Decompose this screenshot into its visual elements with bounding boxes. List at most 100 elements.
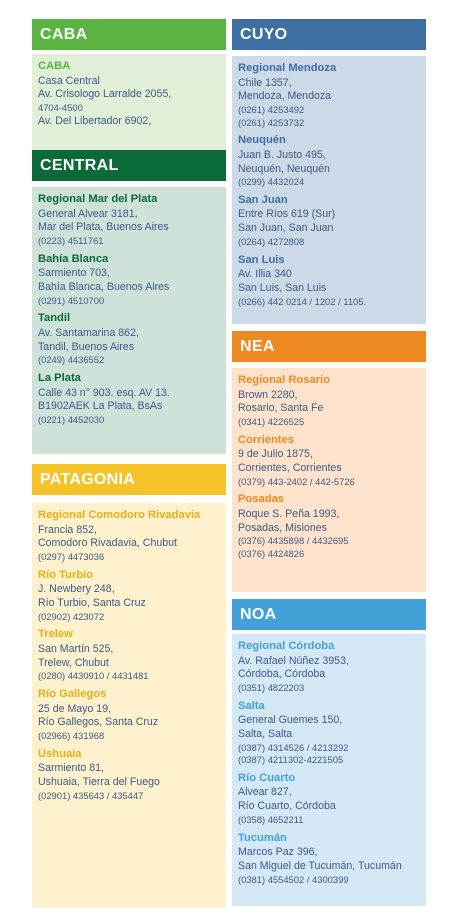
phone-number: (0249) 4436552 <box>38 354 105 366</box>
address-line: Ushuaia, Tierra del Fuego <box>38 776 160 789</box>
office-entry: La Plata Calle 43 n° 903. esq. AV 13. B190… <box>38 372 220 427</box>
section-header-patagonia: PATAGONIA <box>32 464 226 495</box>
section-noa: NOA Regional Córdoba Av. Rafael Núñez 395… <box>232 599 426 906</box>
office-entry: Salta General Guemes 150, Salta, Salta (038… <box>238 700 420 767</box>
address-line: General Alvear 3181, <box>38 207 138 220</box>
office-entry: Regional Mar del Plata General Alvear 318… <box>38 193 220 248</box>
address-line: Córdoba, Córdoba <box>238 668 326 681</box>
address-line: Av. Illia 340 <box>238 268 292 281</box>
section-body-cuyo: Regional Mendoza Chile 1357, Mendoza, Mend… <box>232 56 426 324</box>
address-line: Av. Del Libertador 6902, <box>38 114 152 127</box>
address-line: Corrientes, Corrientes <box>238 461 342 474</box>
phone-number: (0376) 4435898 / 4432695 <box>238 535 349 547</box>
office-entry: Ushuaia Sarmiento 81, Ushuaia, Tierra del … <box>38 748 220 803</box>
address-line: Rosario, Santa Fe <box>238 402 324 415</box>
office-name: Corrientes <box>238 433 294 446</box>
section-cuyo: CUYO Regional Mendoza Chile 1357, Mendoza,… <box>232 19 426 324</box>
phone-number: (0358) 4652211 <box>238 814 304 826</box>
office-entry: Río Gallegos 25 de Mayo 19, Río Gallegos, … <box>38 688 220 743</box>
phone-number: 4704-4500 <box>38 102 83 114</box>
section-header-noa: NOA <box>232 599 426 630</box>
office-name: Río Turbio <box>38 568 94 581</box>
address-line: Río Cuarto, Córdoba <box>238 800 336 813</box>
address-line: Brown 2280, <box>238 388 298 401</box>
address-line: Mendoza, Mendoza <box>238 90 332 103</box>
section-header-cuyo: CUYO <box>232 19 426 50</box>
office-entry: Regional Córdoba Av. Rafael Núñez 3953, Có… <box>238 640 420 695</box>
address-line: San Martín 525, <box>38 642 114 655</box>
section-header-nea: NEA <box>232 331 426 362</box>
address-line: Roque S. Peña 1993, <box>238 507 340 520</box>
address-line: Entre Ríos 619 (Sur) <box>238 208 336 221</box>
section-header-caba: CABA <box>32 19 226 50</box>
phone-number: (0379) 443-2402 / 442-5726 <box>238 475 355 487</box>
section-central: CENTRAL Regional Mar del Plata General Al… <box>32 150 226 454</box>
office-entry: Trelew San Martín 525, Trelew, Chubut (0280… <box>38 628 220 683</box>
phone-number: (0223) 4511761 <box>38 235 104 247</box>
address-line: Mar del Plata, Buenos Aires <box>38 221 169 234</box>
office-entry: Corrientes 9 de Julio 1875, Corrientes, Co… <box>238 434 420 489</box>
office-entry: Regional Rosario Brown 2280, Rosario, Sant… <box>238 374 420 429</box>
address-line: Río Turbio, Santa Cruz <box>38 596 146 609</box>
phone-number: (0381) 4554502 / 4300399 <box>238 873 349 885</box>
office-name: Tandil <box>38 312 71 325</box>
office-entry: Posadas Roque S. Peña 1993, Posadas, Misio… <box>238 493 420 560</box>
section-body-caba: CABA Casa Central Av. Crisologo Larralde 2… <box>32 54 226 169</box>
office-entry: Río Turbio J. Newbery 248, Río Turbio, San… <box>38 569 220 624</box>
office-name: Regional Mendoza <box>238 62 337 74</box>
office-name: Ushuaia <box>38 747 82 760</box>
section-caba: CABA CABA Casa Central Av. Crisologo Larra… <box>32 19 226 169</box>
phone-number: (0261) 4253732 <box>238 116 305 128</box>
address-line: San Juan, San Juan <box>238 222 334 235</box>
office-name: Regional Rosario <box>238 374 331 386</box>
address-line: Francia 852, <box>38 523 97 536</box>
office-name: Regional Comodoro Rivadavia <box>38 509 201 521</box>
section-header-central: CENTRAL <box>32 150 226 181</box>
office-entry: Tucumán Marcos Paz 396, San Miguel de Tucu… <box>238 832 420 887</box>
address-line: Trelew, Chubut <box>38 656 109 669</box>
office-name: La Plata <box>38 372 81 385</box>
office-name: San Luis <box>238 253 285 266</box>
office-name: Bahía Blanca <box>38 252 109 265</box>
address-line: 25 de Mayo 19, <box>38 702 112 715</box>
phone-number: (0261) 4253492 <box>238 104 305 116</box>
phone-number: (0291) 4510700 <box>38 294 105 306</box>
address-line: Sarmiento 703, <box>38 267 110 280</box>
phone-number: (0387) 4211302-4221505 <box>238 754 344 766</box>
phone-number: (0341) 4226525 <box>238 416 305 428</box>
office-name: Neuquén <box>238 134 286 147</box>
phone-number: (0221) 4452030 <box>38 414 105 426</box>
address-line: San Luis, San Luis <box>238 281 327 294</box>
address-line: Comodoro Rivadavia, Chubut <box>38 537 177 550</box>
office-entry: Regional Comodoro Rivadavia Francia 852, C… <box>38 509 220 564</box>
address-line: General Guemes 150, <box>238 714 343 727</box>
address-line: Av. Rafael Núñez 3953, <box>238 654 349 667</box>
office-name: Regional Córdoba <box>238 640 335 652</box>
office-name: Río Cuarto <box>238 771 296 784</box>
section-nea: NEA Regional Rosario Brown 2280, Rosario, … <box>232 331 426 592</box>
phone-number: (02901) 435643 / 435447 <box>38 789 144 801</box>
address-line: Bahía Blanca, Buenos Aires <box>38 280 170 293</box>
office-entry: CABA Casa Central Av. Crisologo Larralde 2… <box>38 60 220 128</box>
address-line: Av. Santamarina 862, <box>38 326 139 339</box>
office-name: Regional Mar del Plata <box>38 193 158 205</box>
address-line: Juan B. Justo 495, <box>238 148 326 161</box>
address-line: Neuquén, Neuquén <box>238 162 330 175</box>
section-body-nea: Regional Rosario Brown 2280, Rosario, Sant… <box>232 368 426 592</box>
address-line: Río Gallegos, Santa Cruz <box>38 716 159 729</box>
address-line: Tandil, Buenos Aires <box>38 340 134 353</box>
phone-number: (0264) 4272808 <box>238 236 305 248</box>
office-name: Salta <box>238 699 265 712</box>
phone-number: (0299) 4432024 <box>238 176 305 188</box>
office-name: Posadas <box>238 493 285 506</box>
address-line: J. Newbery 248, <box>38 583 115 596</box>
phone-number: (0351) 4822203 <box>238 682 305 694</box>
address-line: B1902AEK La Plata, BsAs <box>38 400 163 413</box>
address-line: Marcos Paz 396, <box>238 846 318 859</box>
office-name: Trelew <box>38 628 73 641</box>
address-line: Sarmiento 81, <box>38 762 104 775</box>
office-entry: San Luis Av. Illia 340 San Luis, San Luis(… <box>238 254 420 309</box>
phone-number: (0266) 442 0214 / 1202 / 1105. <box>238 295 367 307</box>
address-line: Salta, Salta <box>238 727 293 740</box>
phone-number: (0280) 4430910 / 4431481 <box>38 670 149 682</box>
